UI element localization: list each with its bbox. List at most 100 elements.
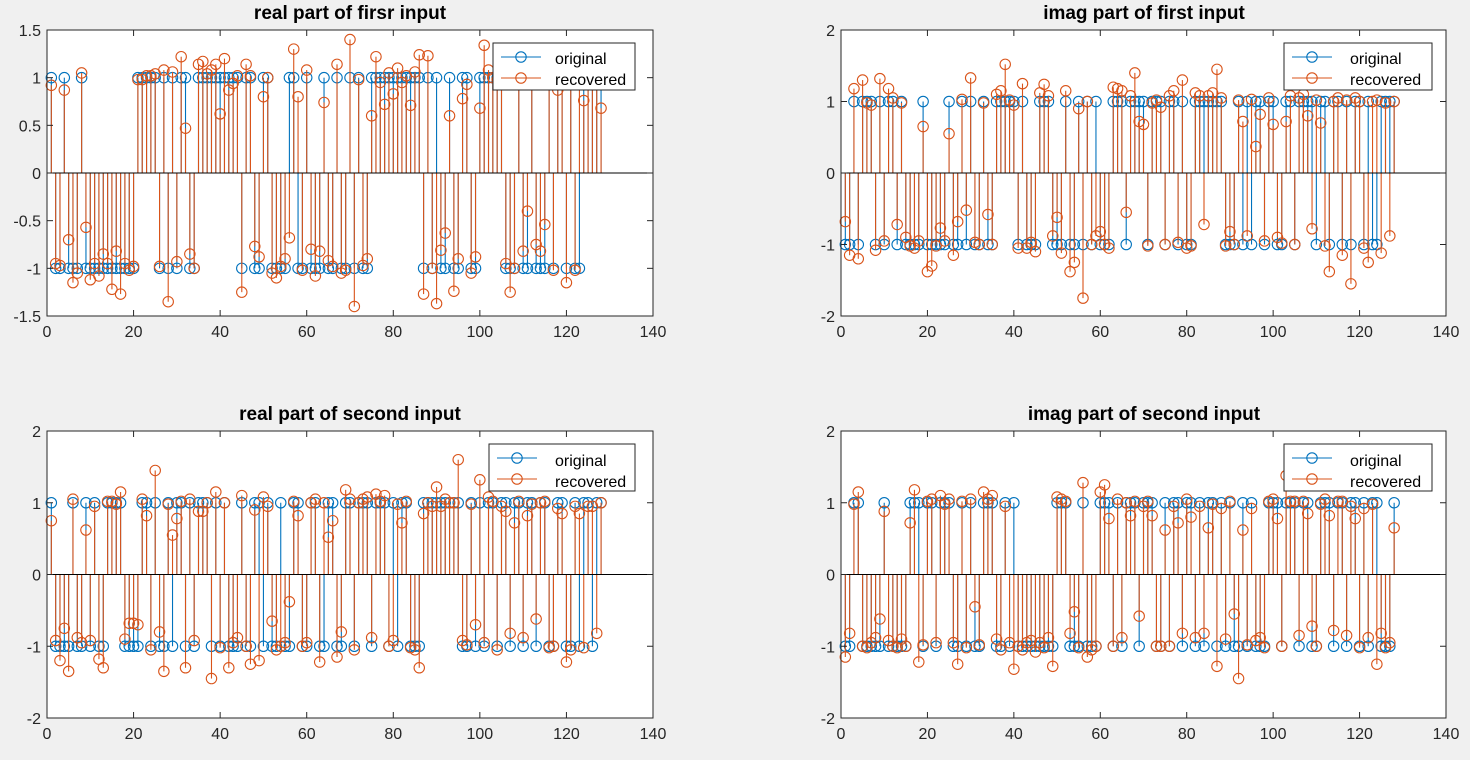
stem-marker (1133, 95, 1145, 108)
stem-marker (913, 235, 925, 247)
stem-marker (1038, 641, 1050, 654)
stem-marker (101, 495, 114, 508)
y-tick-label: -1 (27, 639, 41, 656)
stem-marker (1215, 502, 1228, 515)
stem-marker (1366, 498, 1379, 510)
stem-marker (1124, 509, 1137, 522)
stem-marker (123, 264, 135, 276)
x-tick-label: 120 (1346, 726, 1373, 743)
stem-marker (448, 496, 460, 509)
stem-marker (1064, 640, 1076, 652)
stem-marker (1198, 218, 1210, 231)
stem-marker (257, 491, 270, 503)
stem-marker (149, 464, 161, 477)
legend-label-recovered: recovered (555, 474, 626, 491)
x-tick-label: 60 (298, 726, 316, 743)
stem-marker (322, 531, 335, 543)
stem-marker (1008, 99, 1020, 111)
stem-marker (313, 656, 326, 668)
stem-marker (1068, 606, 1081, 618)
stem-marker (45, 79, 58, 92)
stem-marker (67, 276, 79, 289)
stem-marker (326, 260, 339, 273)
stem-marker (383, 640, 395, 652)
stem-marker (1384, 230, 1396, 242)
stem-marker (1185, 240, 1197, 252)
stem-marker (88, 500, 101, 513)
stem-marker (266, 615, 278, 627)
stem-marker (1301, 110, 1314, 122)
stem-marker (1228, 608, 1241, 620)
stem-marker (964, 72, 977, 84)
stem-marker (140, 496, 153, 509)
stem-marker (58, 640, 71, 652)
stem-marker (1120, 238, 1132, 251)
stem-marker (547, 640, 560, 652)
stem-marker (590, 627, 603, 640)
stem-marker (513, 495, 525, 508)
stem-marker (500, 505, 512, 518)
stem-marker (188, 262, 200, 275)
legend-label-original: original (1350, 453, 1402, 470)
stem-marker (1353, 641, 1366, 654)
stem-marker (1280, 115, 1292, 128)
stem-marker (1068, 256, 1081, 269)
stem-marker (504, 286, 516, 298)
stem-marker (409, 644, 421, 656)
stem-marker (1340, 629, 1353, 642)
y-tick-label: -1 (821, 238, 835, 255)
x-tick-label: 20 (919, 324, 937, 341)
stem-marker (891, 218, 903, 231)
stem-marker (534, 245, 547, 257)
stem-marker (119, 633, 131, 645)
stem-marker (88, 257, 101, 270)
x-tick-label: 20 (919, 726, 937, 743)
stem-marker (530, 640, 542, 652)
stem-marker (1362, 631, 1374, 644)
legend-sample-marker (511, 473, 523, 485)
stem-marker (171, 512, 183, 525)
stem-marker (964, 493, 977, 505)
stem-marker (1142, 495, 1154, 508)
x-tick-label: 20 (125, 726, 143, 743)
stem-marker (279, 636, 291, 649)
stem-marker (882, 82, 895, 95)
stem-marker (153, 260, 166, 273)
stem-marker (45, 496, 58, 509)
stem-marker (123, 617, 135, 630)
stem-marker (75, 636, 88, 649)
stem-marker (1332, 495, 1344, 508)
stem-marker (331, 651, 343, 663)
stem-marker (500, 496, 512, 509)
stem-marker (1129, 67, 1141, 79)
stem-marker (119, 257, 131, 270)
stem-marker (990, 633, 1003, 645)
stem-marker (1289, 238, 1301, 251)
stem-marker (491, 644, 503, 656)
stem-marker (951, 658, 964, 670)
stem-marker (904, 517, 916, 529)
stem-marker (331, 58, 343, 71)
stem-marker (1388, 522, 1400, 534)
x-tick-label: 0 (837, 324, 846, 341)
stem-marker (145, 644, 157, 656)
stem-marker (1137, 118, 1150, 131)
stem-marker (930, 636, 942, 649)
stem-marker (478, 636, 490, 649)
stem-marker (900, 640, 912, 652)
stem-marker (508, 517, 521, 529)
stem-marker (1055, 247, 1068, 259)
stem-marker (214, 641, 226, 654)
stem-marker (456, 92, 469, 105)
stem-marker (1159, 524, 1171, 536)
stem-marker (210, 58, 222, 71)
stem-marker (1375, 247, 1387, 259)
stem-marker (1358, 242, 1370, 254)
stem-marker (1362, 95, 1374, 108)
stem-marker (1077, 476, 1089, 489)
stem-marker (287, 43, 300, 55)
x-tick-label: 40 (211, 324, 229, 341)
x-tick-label: 0 (43, 726, 52, 743)
stem-marker (205, 64, 218, 76)
stem-marker (1293, 92, 1305, 104)
